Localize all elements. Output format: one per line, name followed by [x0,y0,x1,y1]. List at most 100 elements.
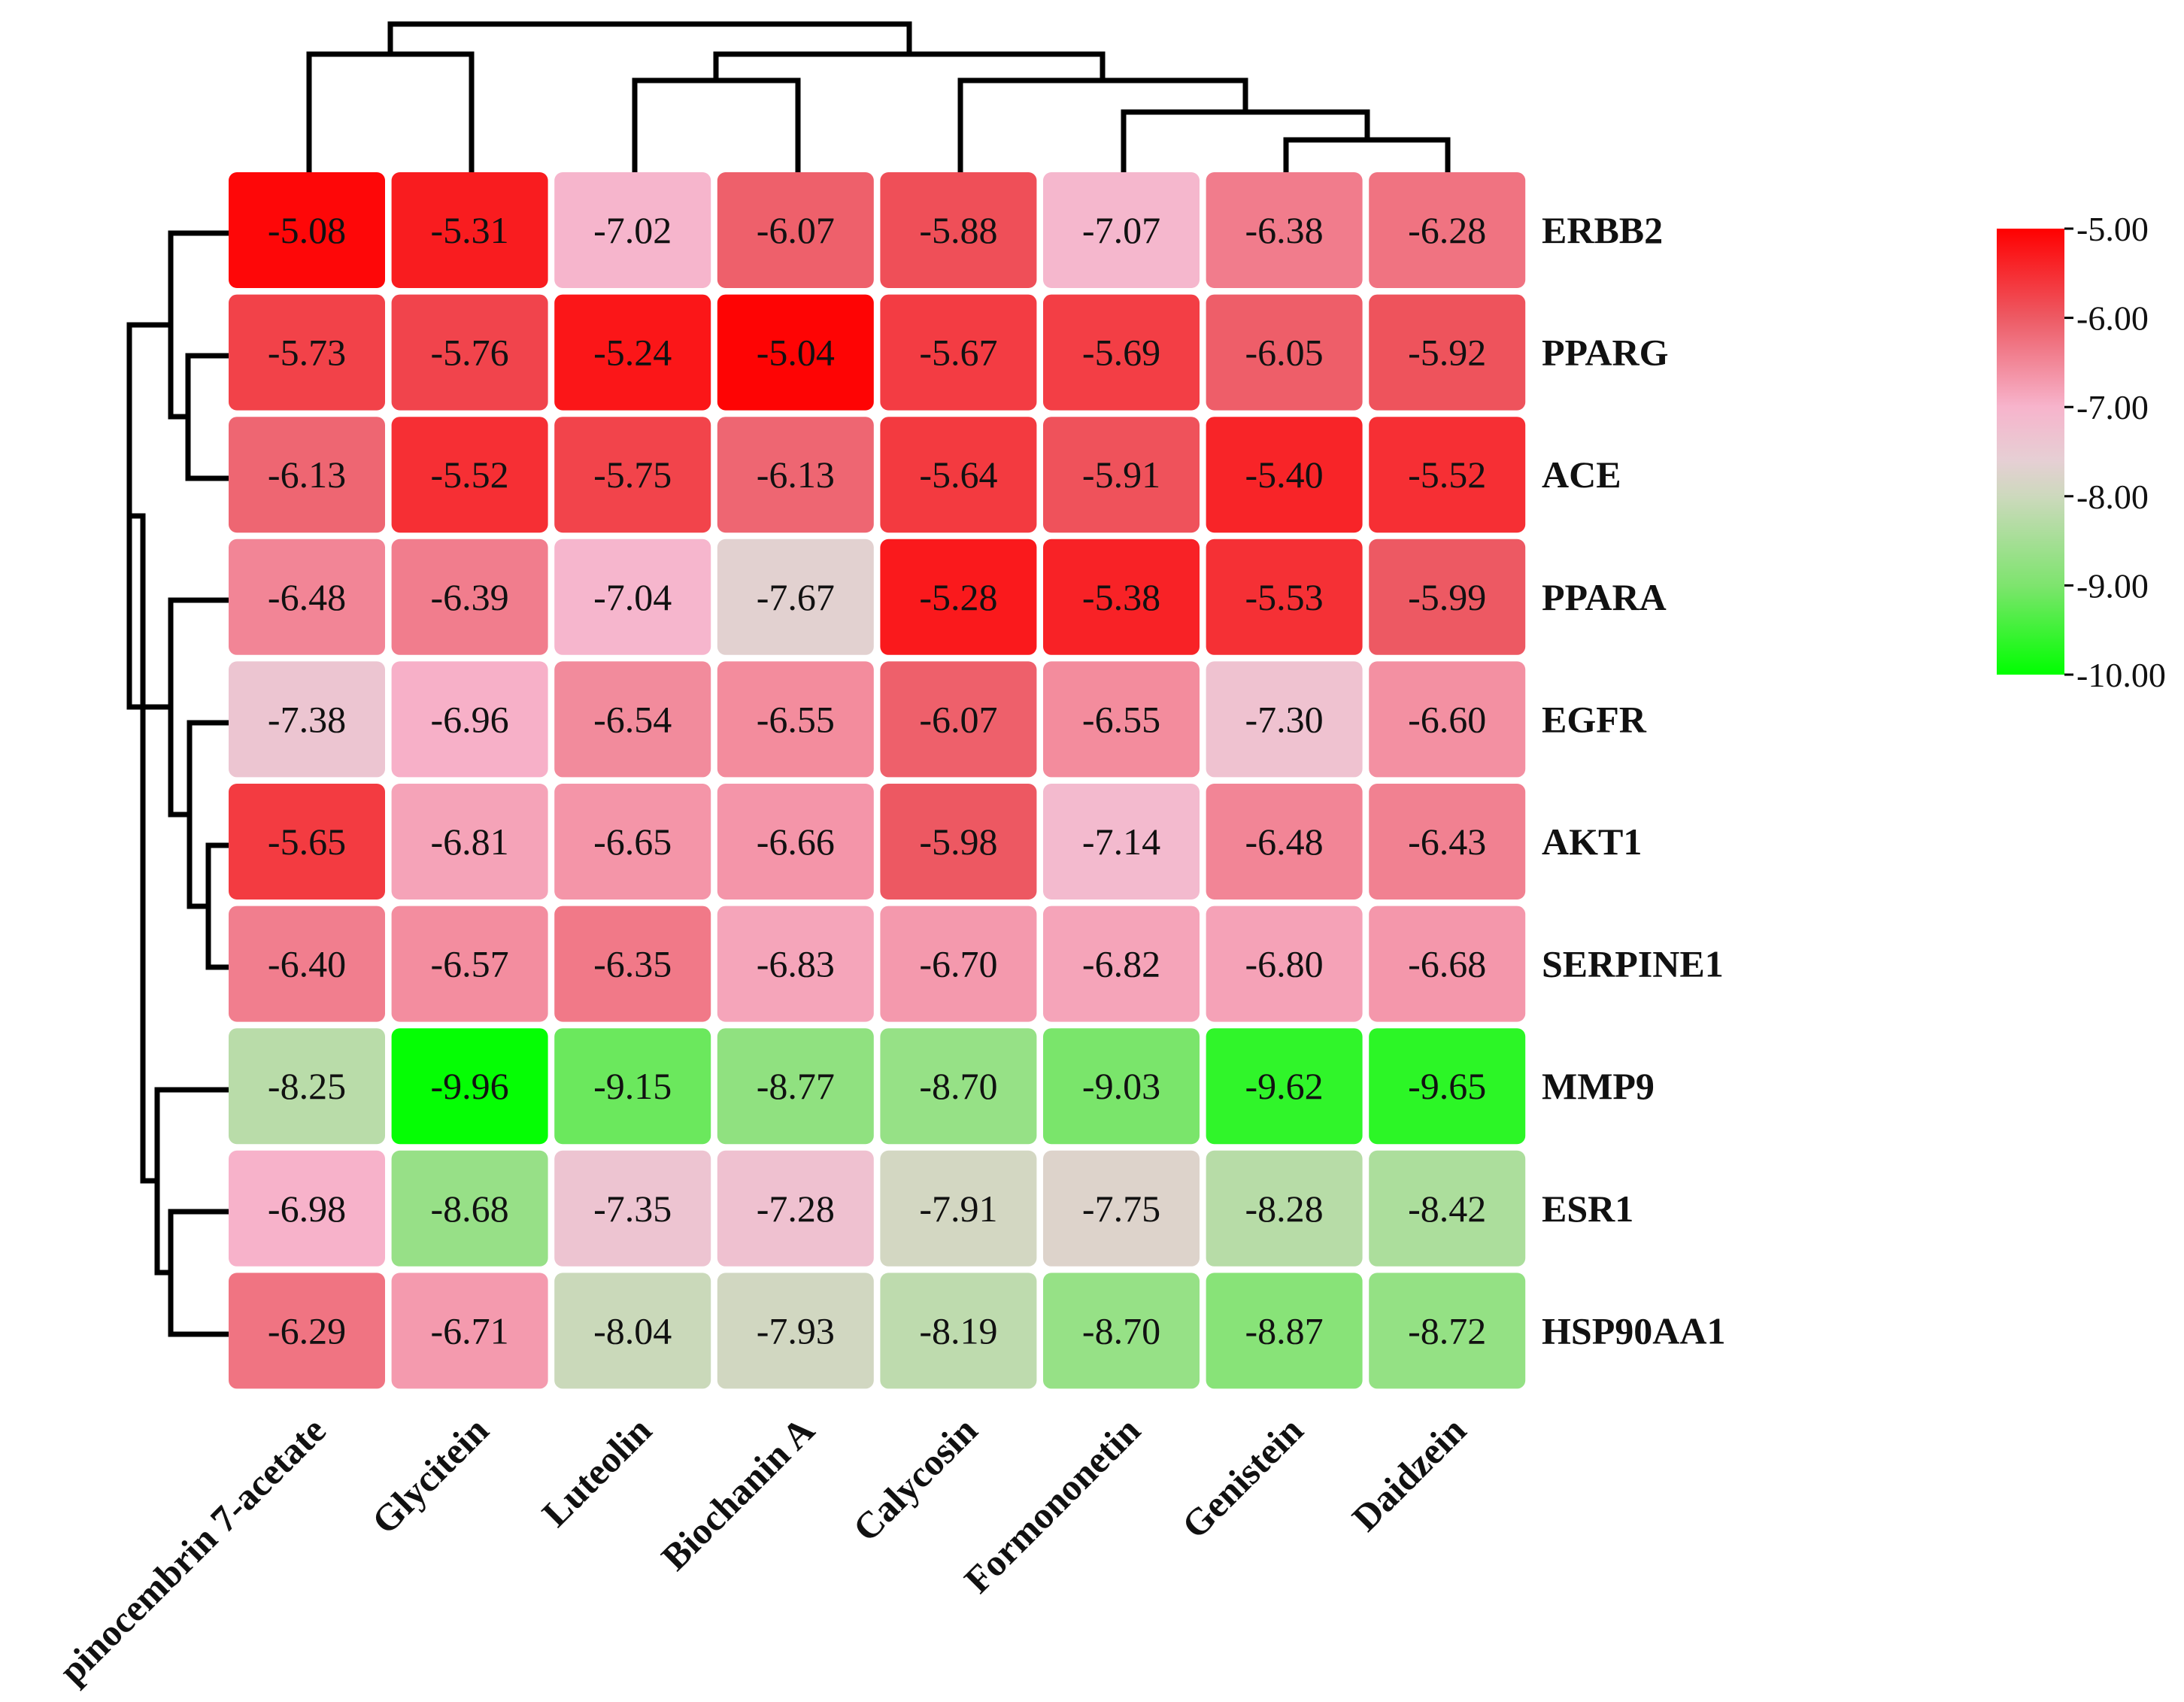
row-dendro-link-erbb2 [168,230,232,420]
column-label: Calycosin [845,1409,985,1549]
heatmap-cell [880,539,1037,655]
heatmap-cell [1369,1150,1526,1267]
cell-value-label: -7.28 [757,1188,835,1230]
cell-value-label: -5.88 [919,209,997,251]
row-label: MMP9 [1542,1065,1655,1107]
cell-value-label: -7.30 [1245,698,1324,740]
heatmap-cell [1206,906,1363,1022]
heatmap-cell [880,906,1037,1022]
cell-value-label: -5.31 [431,209,509,251]
heatmap-cell [229,172,385,288]
column-dendrogram [306,21,1451,175]
heatmap-cell [229,417,385,533]
heatmap-cell [1369,661,1526,778]
row-label: HSP90AA1 [1542,1309,1725,1352]
cell-value-label: -7.91 [919,1188,997,1230]
heatmap-cell [1206,661,1363,778]
heatmap-cell [391,906,548,1022]
heatmap-cell [880,1150,1037,1267]
cell-value-label: -5.91 [1082,454,1160,496]
cell-value-label: -8.28 [1245,1188,1324,1230]
cell-value-label: -6.29 [268,1309,346,1352]
cell-value-label: -6.70 [919,943,997,985]
colorbar-tick-label: -7.00 [2076,388,2149,426]
cell-value-label: -6.38 [1245,209,1324,251]
row-label: ESR1 [1542,1188,1633,1230]
heatmap-cell [554,294,711,411]
heatmap-cell [1043,539,1200,655]
heatmap-cell [880,661,1037,778]
cell-value-label: -8.25 [268,1065,346,1107]
cell-value-label: -6.60 [1408,698,1486,740]
column-label: Daidzein [1344,1409,1474,1539]
heatmap-cell [554,1150,711,1267]
colorbar-tick-label: -10.00 [2076,656,2166,694]
cell-value-label: -9.65 [1408,1065,1486,1107]
row-label: AKT1 [1542,821,1642,863]
heatmap-cell [554,784,711,900]
col-dendro-link-right-group [713,51,1106,83]
heatmap-cell [1043,1028,1200,1145]
heatmap-cell [554,1273,711,1389]
cell-value-label: -6.66 [757,821,835,863]
cell-value-label: -6.57 [431,943,509,985]
cell-value-label: -7.38 [268,698,346,740]
heatmap-cell [717,539,874,655]
heatmap-cell [717,661,874,778]
row-dendro-link-mmp9 [154,1087,232,1276]
cell-value-label: -6.81 [431,821,509,863]
heatmap-cell [717,1273,874,1389]
heatmap-cell [554,906,711,1022]
colorbar-tick-label: -6.00 [2076,299,2149,338]
cell-value-label: -6.13 [268,454,346,496]
heatmap-cell [554,1028,711,1145]
heatmap-cell [1206,294,1363,411]
cell-value-label: -7.35 [593,1188,672,1230]
heatmap-cell [229,906,385,1022]
cell-value-label: -6.65 [593,821,672,863]
heatmap-cell [1206,1150,1363,1267]
heatmap-cell [1043,661,1200,778]
heatmap-cell [880,1273,1037,1389]
column-label: Genistein [1173,1409,1311,1546]
heatmap-cell [1043,784,1200,900]
heatmap-cell [880,784,1037,900]
heatmap-cell [391,539,548,655]
cell-value-label: -7.02 [593,209,672,251]
heatmap-cell [1206,784,1363,900]
heatmap-cell [1206,1273,1363,1389]
column-label: Biochanin A [653,1409,822,1578]
heatmap-cell [1043,906,1200,1022]
heatmap-cell [1369,417,1526,533]
cell-value-label: -8.70 [1082,1309,1160,1352]
cell-value-label: -8.68 [431,1188,509,1230]
cell-value-label: -7.75 [1082,1188,1160,1230]
cell-value-label: -6.98 [268,1188,346,1230]
cell-value-label: -6.43 [1408,821,1486,863]
column-labels: pinocembrin 7-acetate Glycitein LuteolinBi… [50,1409,1474,1692]
cell-value-label: -6.55 [757,698,835,740]
cell-value-label: -7.67 [757,576,835,618]
heatmap-cell [1206,172,1363,288]
cell-value-label: -6.83 [757,943,835,985]
cell-value-label: -5.99 [1408,576,1486,618]
heatmap-cell [1369,906,1526,1022]
cell-value-label: -5.92 [1408,332,1486,374]
heatmap-cell [717,1150,874,1267]
cell-value-label: -6.35 [593,943,672,985]
cell-value-label: -6.48 [1245,821,1324,863]
cell-value-label: -5.52 [1408,454,1486,496]
row-dendro-link-esr1-hsp90 [168,1209,232,1337]
row-dendro-link-ppara [168,597,232,818]
colorbar-tick-label: -5.00 [2076,210,2149,248]
heatmap-cell [1369,784,1526,900]
heatmap-cell [391,294,548,411]
cell-value-label: -8.77 [757,1065,835,1107]
cell-value-label: -5.65 [268,821,346,863]
heatmap-cell [880,417,1037,533]
cell-value-label: -9.03 [1082,1065,1160,1107]
heatmap-cell [391,1273,548,1389]
heatmap-cell [229,539,385,655]
heatmap-cell [717,906,874,1022]
